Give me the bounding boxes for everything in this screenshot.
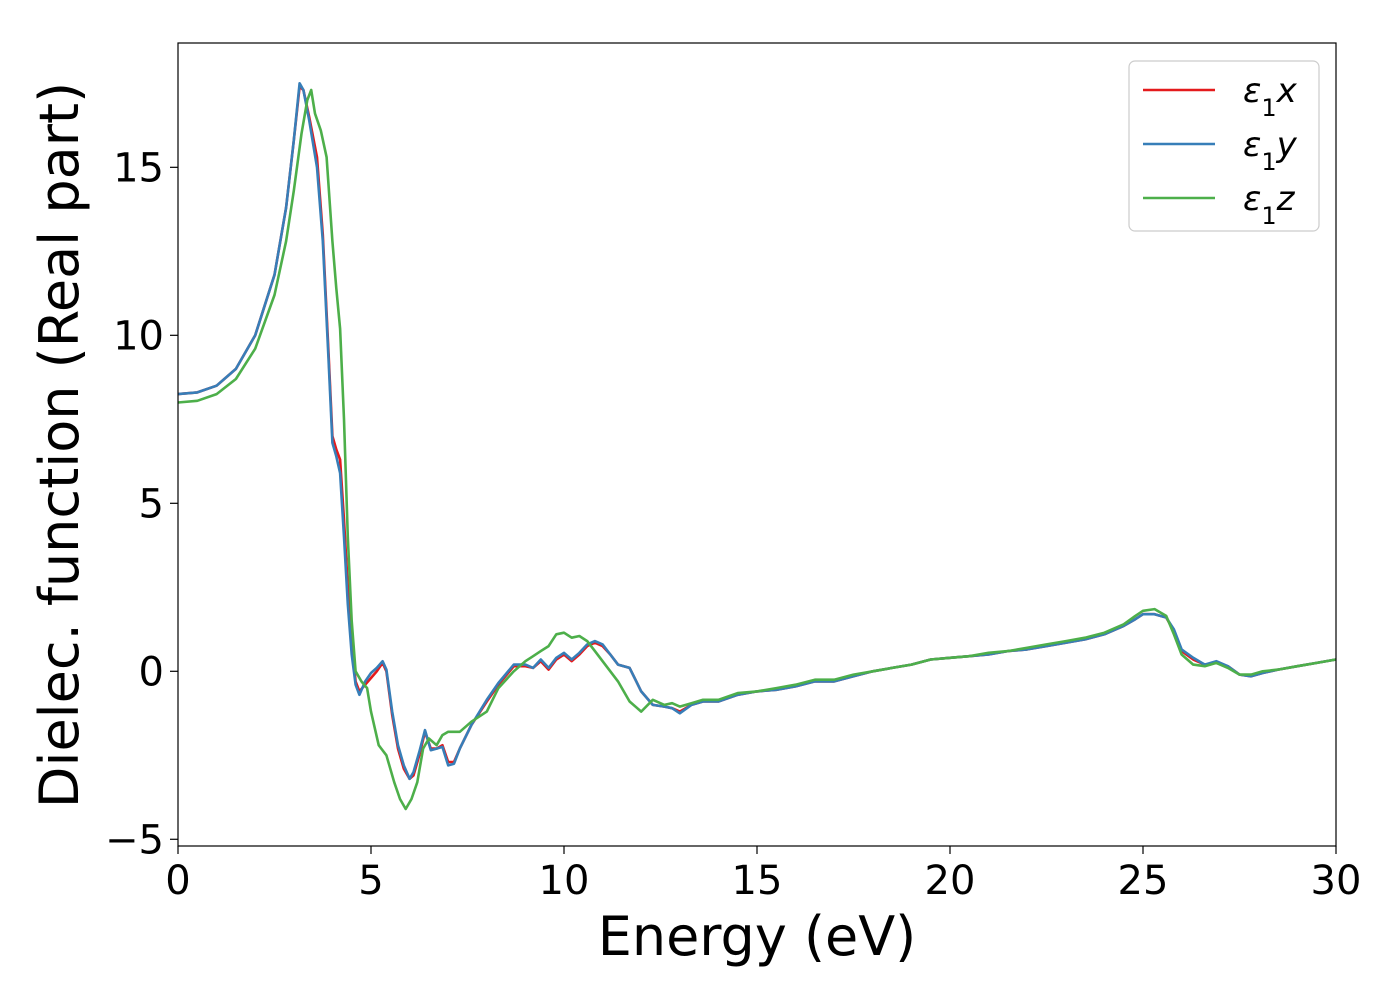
series-line-z xyxy=(177,88,1337,811)
y-tick-label: 15 xyxy=(113,145,164,191)
y-axis-ticks: −5 0 5 10 15 xyxy=(105,145,178,863)
legend-label-x: ε1x xyxy=(1243,71,1298,122)
x-tick-label: 0 xyxy=(165,858,190,904)
legend-label-y: ε1y xyxy=(1243,125,1298,176)
legend-box xyxy=(1128,60,1320,232)
series-line-y xyxy=(177,82,1337,781)
legend-label-z: ε1z xyxy=(1243,179,1296,230)
y-axis-title: Dielec. function (Real part) xyxy=(28,82,91,808)
x-tick-label: 5 xyxy=(358,858,383,904)
x-tick-label: 25 xyxy=(1118,858,1169,904)
series-layer xyxy=(177,82,1337,811)
x-tick-label: 20 xyxy=(925,858,976,904)
x-tick-label: 30 xyxy=(1311,858,1362,904)
x-axis-title: Energy (eV) xyxy=(598,905,917,968)
x-axis-ticks: 0 5 10 15 20 25 30 xyxy=(165,846,1361,904)
y-tick-label: 0 xyxy=(139,649,164,695)
y-tick-label: −5 xyxy=(105,817,164,863)
x-tick-label: 10 xyxy=(539,858,590,904)
y-tick-label: 10 xyxy=(113,313,164,359)
x-tick-label: 15 xyxy=(732,858,783,904)
y-tick-label: 5 xyxy=(139,481,164,527)
